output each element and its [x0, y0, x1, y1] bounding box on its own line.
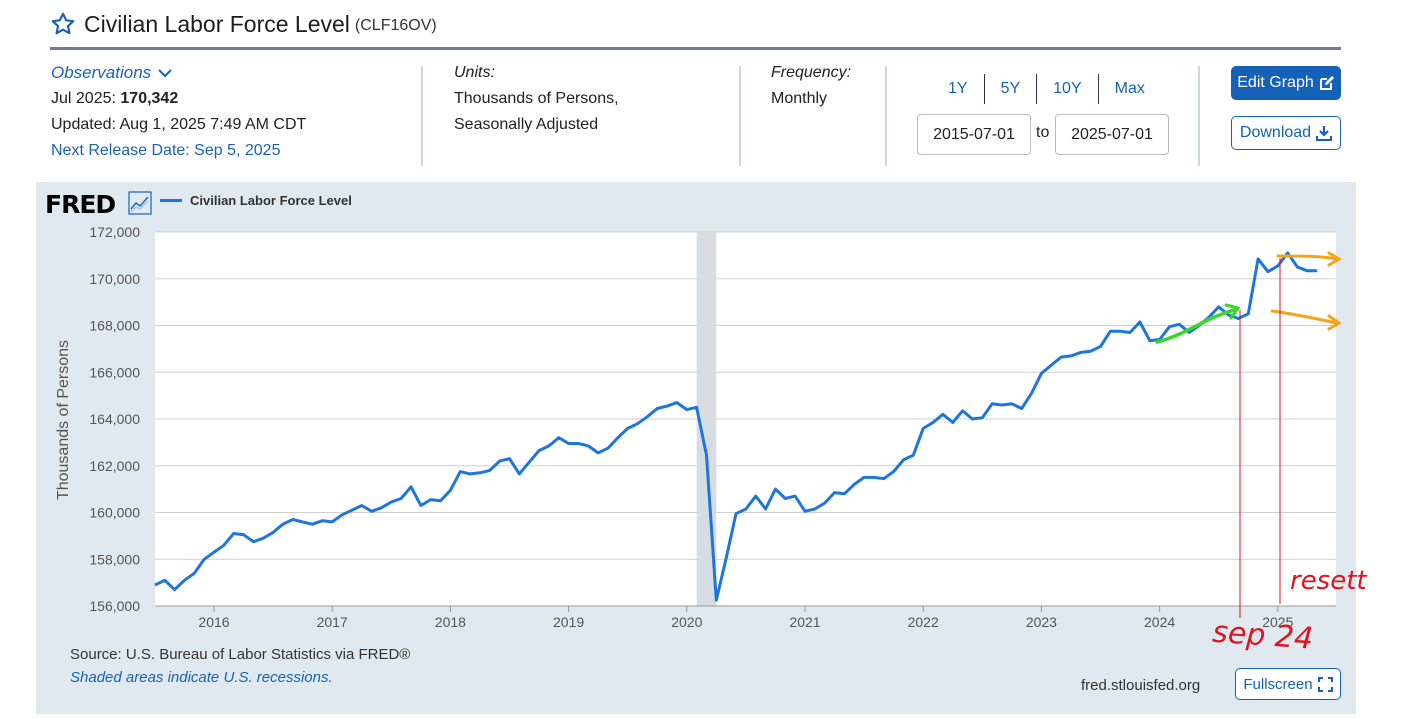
download-icon [1316, 126, 1333, 141]
orange-arrowhead-upper [1327, 251, 1342, 267]
y-tick-label: 170,000 [89, 271, 140, 287]
divider [421, 66, 423, 166]
x-tick-label: 2023 [1026, 614, 1057, 630]
y-tick-label: 158,000 [89, 551, 140, 567]
x-tick-label: 2018 [435, 614, 466, 630]
range-1y-button[interactable]: 1Y [932, 74, 985, 104]
x-tick-label: 2017 [317, 614, 348, 630]
x-tick-label: 2019 [553, 614, 584, 630]
units-value-1: Thousands of Persons, [454, 90, 619, 107]
fullscreen-icon [1317, 676, 1333, 692]
x-tick-label: 2021 [789, 614, 820, 630]
x-tick-label: 2022 [908, 614, 939, 630]
annotations: sep 24 resett [1155, 251, 1367, 657]
frequency-block: Frequency: Monthly [771, 60, 851, 112]
x-tick-label: 2024 [1144, 614, 1175, 630]
legend-label: Civilian Labor Force Level [190, 193, 352, 208]
range-max-button[interactable]: Max [1114, 80, 1145, 97]
range-10y-button[interactable]: 10Y [1037, 74, 1099, 104]
y-tick-label: 172,000 [89, 224, 140, 240]
y-tick-label: 166,000 [89, 364, 140, 380]
divider [1198, 66, 1200, 166]
source-text: Source: U.S. Bureau of Labor Statistics … [70, 646, 411, 663]
star-icon[interactable] [50, 11, 76, 37]
title-row: Civilian Labor Force Level (CLF16OV) [50, 8, 437, 40]
next-release-link[interactable]: Next Release Date: Sep 5, 2025 [51, 142, 281, 159]
range-buttons: 1Y 5Y 10Y Max [932, 74, 1161, 104]
chart-icon [128, 191, 152, 215]
y-tick-label: 160,000 [89, 505, 140, 521]
title-divider [50, 47, 1341, 50]
green-arrow [1155, 307, 1239, 344]
recession-note: Shaded areas indicate U.S. recessions. [70, 669, 333, 686]
latest-value: 170,342 [120, 90, 179, 107]
x-tick-label: 2016 [198, 614, 229, 630]
legend-swatch [160, 199, 182, 202]
download-label: Download [1239, 124, 1312, 141]
x-tick-label: 2020 [671, 614, 702, 630]
green-arrowhead [1224, 303, 1241, 320]
edit-graph-button[interactable]: Edit Graph [1231, 66, 1341, 100]
series-line [154, 251, 1318, 602]
observations-label: Observations [51, 63, 152, 82]
y-tick-label: 156,000 [89, 598, 140, 614]
orange-arrow-upper [1276, 254, 1339, 261]
end-date-input[interactable]: 2025-07-01 [1055, 114, 1169, 155]
frequency-value: Monthly [771, 90, 828, 107]
edit-graph-label: Edit Graph [1237, 74, 1314, 91]
download-button[interactable]: Download [1231, 116, 1341, 150]
orange-arrow-lower [1270, 309, 1339, 325]
site-url: fred.stlouisfed.org [1081, 677, 1201, 694]
divider [885, 66, 887, 166]
page-title: Civilian Labor Force Level [84, 10, 350, 37]
orange-arrowhead-lower [1327, 314, 1342, 331]
to-label: to [1036, 124, 1050, 141]
updated-text: Updated: Aug 1, 2025 7:49 AM CDT [51, 116, 307, 133]
divider [739, 66, 741, 166]
x-tick-label: 2025 [1262, 614, 1293, 630]
units-value-2: Seasonally Adjusted [454, 116, 599, 133]
units-label: Units: [454, 64, 495, 81]
y-tick-label: 162,000 [89, 458, 140, 474]
frequency-label: Frequency: [771, 64, 852, 81]
fullscreen-button[interactable]: Fullscreen [1235, 668, 1341, 700]
units-block: Units: Thousands of Persons, Seasonally … [454, 60, 619, 138]
chart-legend: Civilian Labor Force Level [160, 193, 352, 208]
observations-block: Observations Jul 2025: 170,342 Updated: … [51, 60, 306, 164]
fullscreen-label: Fullscreen [1243, 675, 1313, 693]
annotation-resett: resett [1290, 566, 1367, 596]
edit-icon [1319, 76, 1334, 90]
latest-date: Jul 2025: [51, 90, 116, 107]
annotation-sep24: sep 24 [1211, 615, 1314, 657]
latest-observation: Jul 2025: 170,342 [51, 86, 306, 112]
range-5y-button[interactable]: 5Y [985, 74, 1038, 104]
observations-toggle[interactable]: Observations [51, 60, 306, 86]
series-id: (CLF16OV) [354, 17, 437, 34]
start-date-input[interactable]: 2015-07-01 [917, 114, 1031, 155]
chevron-down-icon [158, 69, 172, 78]
fred-logo: FRED [45, 190, 116, 219]
y-tick-label: 168,000 [89, 318, 140, 334]
y-tick-label: 164,000 [89, 411, 140, 427]
y-axis-label: Thousands of Persons [55, 340, 72, 500]
